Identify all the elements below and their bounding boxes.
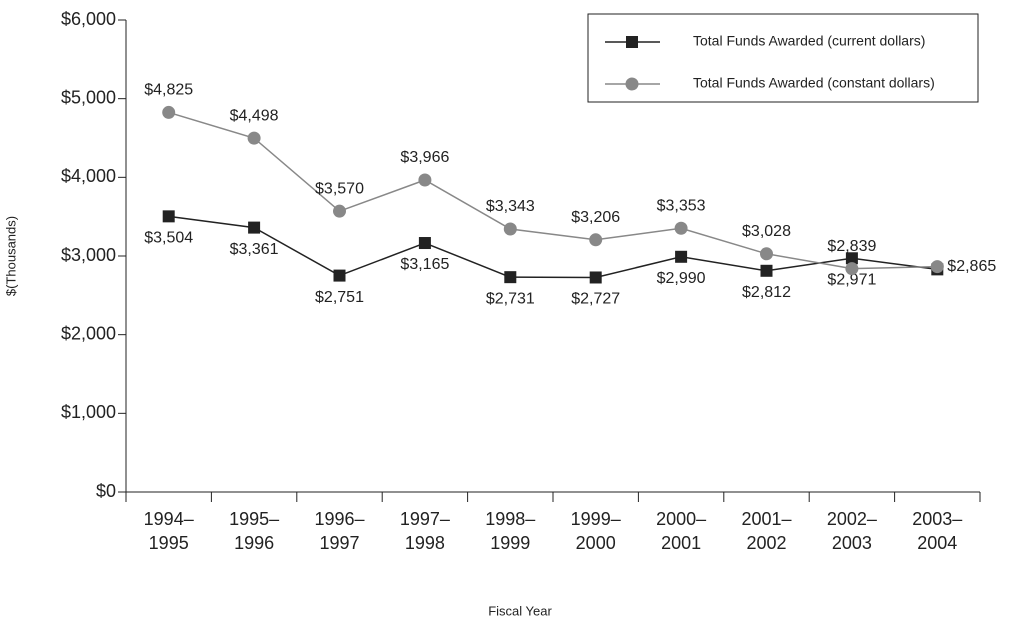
y-tick-label: $2,000 <box>61 323 116 343</box>
data-point <box>760 247 773 261</box>
y-tick-label: $5,000 <box>61 87 116 107</box>
series-line <box>168 215 938 279</box>
data-point <box>674 221 688 235</box>
x-tick-label: 2000– 2001 <box>656 509 706 553</box>
y-tick-label: $0 <box>96 481 116 501</box>
data-point <box>418 237 431 250</box>
data-point <box>248 221 261 234</box>
legend-label: Total Funds Awarded (current dollars) <box>693 33 925 49</box>
data-point <box>503 222 517 236</box>
x-tick-label: 2001– 2002 <box>741 509 791 553</box>
data-label: $3,165 <box>400 256 449 273</box>
y-tick-label: $1,000 <box>61 402 116 422</box>
data-label: $3,206 <box>571 209 620 226</box>
series-line <box>168 111 938 270</box>
data-point <box>247 131 261 145</box>
data-label: $4,825 <box>144 82 193 99</box>
data-label: $2,971 <box>827 272 876 289</box>
x-tick-label: 1997– 1998 <box>400 509 450 553</box>
data-label: $2,865 <box>947 258 996 275</box>
data-label: $2,751 <box>315 289 364 306</box>
data-label: $2,812 <box>742 284 791 301</box>
data-label: $2,731 <box>486 290 535 307</box>
x-tick-label: 2002– 2003 <box>827 509 877 553</box>
x-tick-label: 1995– 1996 <box>229 509 279 553</box>
data-label: $3,353 <box>657 197 706 214</box>
data-label: $2,727 <box>571 291 620 308</box>
data-point <box>504 271 517 284</box>
data-point <box>162 210 175 223</box>
data-point <box>162 105 176 119</box>
x-tick-label: 2003– 2004 <box>912 509 962 553</box>
data-point <box>845 262 859 276</box>
x-tick-label: 1996– 1997 <box>314 509 364 553</box>
data-point <box>675 250 688 263</box>
data-point <box>589 271 602 284</box>
legend-marker <box>626 36 638 48</box>
data-point <box>845 252 858 265</box>
data-label: $2,990 <box>657 270 706 287</box>
y-tick-label: $3,000 <box>61 245 116 265</box>
data-point <box>333 204 346 218</box>
data-label: $3,504 <box>144 230 193 247</box>
data-label: $3,343 <box>486 198 535 215</box>
data-label: $3,361 <box>230 241 279 258</box>
data-label: $3,966 <box>400 149 449 166</box>
y-axis-title: $(Thousands) <box>3 216 18 296</box>
data-label: $2,839 <box>827 238 876 255</box>
data-point <box>930 260 944 274</box>
data-label: $4,498 <box>230 107 279 124</box>
legend-box <box>587 13 979 103</box>
data-point <box>333 269 346 282</box>
data-label: $3,570 <box>315 180 364 197</box>
legend-label: Total Funds Awarded (constant dollars) <box>693 75 935 91</box>
data-point <box>760 264 773 277</box>
data-label: $3,028 <box>742 223 791 240</box>
data-point <box>589 233 603 247</box>
y-tick-label: $4,000 <box>61 166 116 186</box>
x-axis-title: Fiscal Year <box>488 603 552 618</box>
y-tick-label: $6,000 <box>61 9 116 29</box>
x-tick-label: 1994– 1995 <box>144 509 194 553</box>
x-tick-label: 1999– 2000 <box>571 509 621 553</box>
data-point <box>418 173 432 187</box>
x-tick-label: 1998– 1999 <box>485 509 535 553</box>
legend-marker <box>625 77 639 91</box>
